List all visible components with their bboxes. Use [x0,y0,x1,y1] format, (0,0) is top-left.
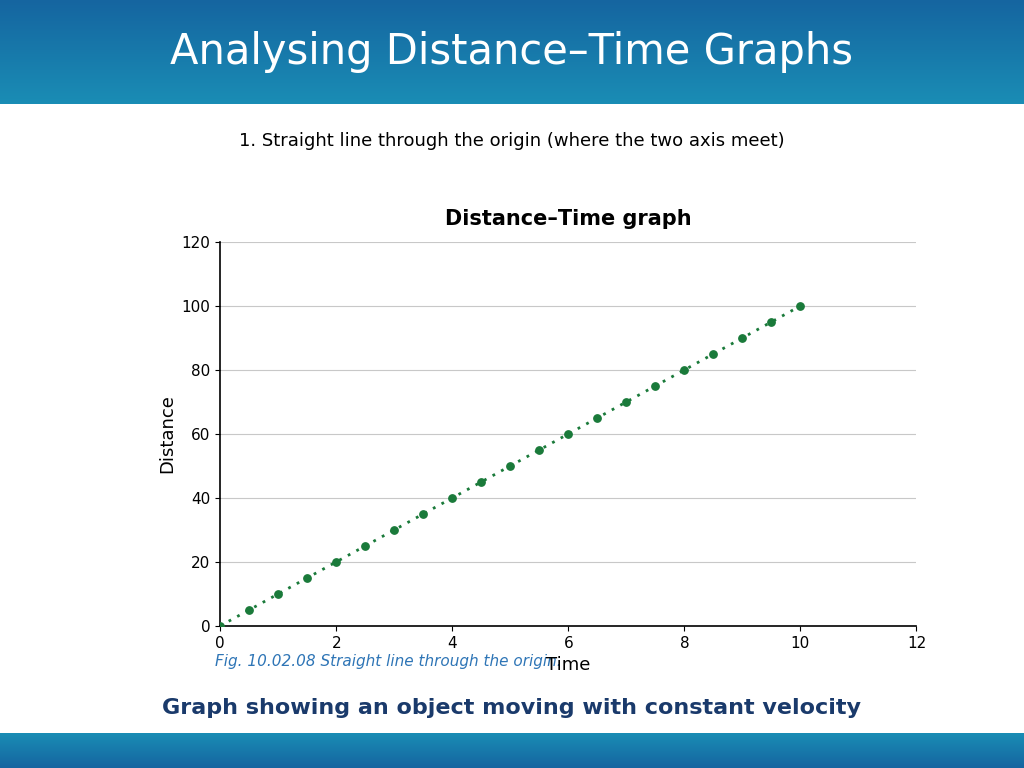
Point [357,540,374,552]
X-axis label: Time: Time [546,656,591,674]
Point [589,412,605,424]
Point [793,300,809,312]
Point [328,556,344,568]
Title: Distance–Time graph: Distance–Time graph [445,209,691,230]
Point [270,588,287,600]
Point [212,620,228,632]
Point [386,524,402,536]
Point [415,508,431,520]
Point [647,379,664,392]
Point [502,460,518,472]
Text: Graph showing an object moving with constant velocity: Graph showing an object moving with cons… [163,697,861,717]
Point [676,364,692,376]
Point [299,571,315,584]
Text: 1. Straight line through the origin (where the two axis meet): 1. Straight line through the origin (whe… [240,132,784,150]
Point [618,396,635,408]
Point [763,316,779,328]
Point [560,428,577,440]
Text: Analysing Distance–Time Graphs: Analysing Distance–Time Graphs [171,31,853,73]
Y-axis label: Distance: Distance [158,395,176,473]
Point [241,604,257,616]
Point [444,492,461,504]
Point [706,348,722,360]
Point [734,332,751,344]
Point [531,444,548,456]
Text: Fig. 10.02.08 Straight line through the origin.: Fig. 10.02.08 Straight line through the … [215,654,562,668]
Point [473,475,489,488]
